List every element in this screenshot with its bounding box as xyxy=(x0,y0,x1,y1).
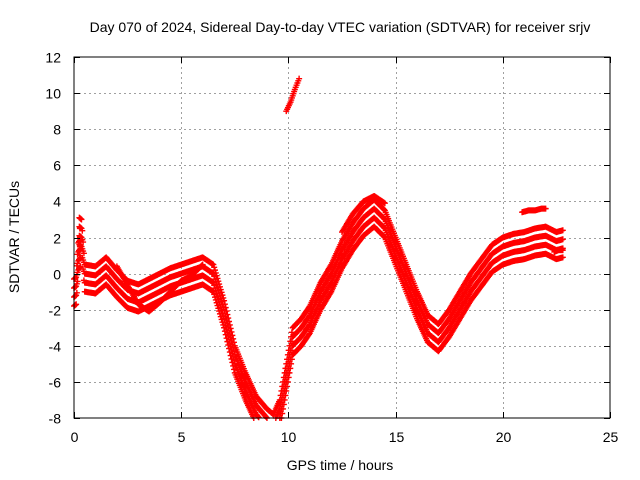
data-point xyxy=(211,264,218,271)
data-point xyxy=(225,342,232,349)
y-axis-label: SDTVAR / TECUs xyxy=(6,181,22,293)
data-point xyxy=(80,277,87,284)
data-point xyxy=(198,262,205,269)
data-point xyxy=(280,401,287,408)
data-point xyxy=(222,331,229,338)
data-point xyxy=(230,366,237,373)
y-tick-label: 2 xyxy=(53,231,61,247)
data-point xyxy=(74,278,81,285)
data-point xyxy=(284,383,291,390)
data-point xyxy=(212,294,219,301)
y-tick-label: 6 xyxy=(53,158,61,174)
data-point xyxy=(542,205,549,212)
data-point xyxy=(211,273,218,280)
y-tick-label: 10 xyxy=(45,86,61,102)
data-point xyxy=(221,324,228,331)
data-point xyxy=(73,289,80,296)
y-tick-label: 12 xyxy=(45,50,61,66)
data-point xyxy=(219,319,226,326)
data-point xyxy=(211,282,218,289)
data-point xyxy=(282,392,289,399)
data-point xyxy=(210,270,217,277)
data-point xyxy=(221,328,228,335)
x-tick-label: 15 xyxy=(389,429,405,445)
data-point xyxy=(78,216,85,223)
data-point xyxy=(220,321,227,328)
data-point xyxy=(263,414,270,421)
y-tick-label: -8 xyxy=(49,411,62,427)
x-tick-label: 5 xyxy=(178,429,186,445)
data-point xyxy=(79,254,86,261)
data-point xyxy=(80,266,87,273)
data-point xyxy=(224,338,231,345)
data-point xyxy=(283,387,290,394)
data-point xyxy=(559,247,566,254)
data-point xyxy=(230,362,237,369)
data-point xyxy=(227,352,234,359)
plot-frame xyxy=(73,56,611,419)
data-point xyxy=(212,296,219,303)
data-point xyxy=(296,75,303,82)
data-point xyxy=(210,261,217,268)
data-point xyxy=(287,365,294,372)
data-point xyxy=(284,378,291,385)
y-tick-label: 0 xyxy=(53,267,61,283)
y-tick-label: 4 xyxy=(53,194,61,210)
y-axis-ticks: -8 -6 -4 -2 0 2 4 6 8 10 12 xyxy=(45,50,610,427)
data-point xyxy=(210,288,217,295)
data-point xyxy=(215,305,222,312)
data-point xyxy=(559,236,566,243)
x-tick-label: 0 xyxy=(71,429,79,445)
y-tick-label: -6 xyxy=(49,375,62,391)
chart-title: Day 070 of 2024, Sidereal Day-to-day VTE… xyxy=(90,19,591,35)
y-tick-label: 8 xyxy=(53,122,61,138)
x-tick-label: 25 xyxy=(603,429,619,445)
data-point xyxy=(78,243,85,250)
data-point xyxy=(286,369,293,376)
data-point xyxy=(210,279,217,286)
x-tick-label: 20 xyxy=(496,429,512,445)
data-point xyxy=(226,349,233,356)
grid-lines xyxy=(74,57,610,418)
data-point xyxy=(559,254,566,261)
data-point xyxy=(279,410,286,417)
data-point xyxy=(213,299,220,306)
x-axis-label: GPS time / hours xyxy=(287,457,394,473)
data-points xyxy=(71,75,566,421)
data-point xyxy=(216,308,223,315)
data-point xyxy=(217,313,224,320)
data-point xyxy=(281,396,288,403)
x-axis-ticks: 0 5 10 15 20 25 xyxy=(71,57,619,445)
data-point xyxy=(78,225,85,232)
data-point xyxy=(199,261,206,268)
data-point xyxy=(223,335,230,342)
data-point xyxy=(285,374,292,381)
data-point xyxy=(229,359,236,366)
y-tick-label: -4 xyxy=(49,339,62,355)
data-point xyxy=(288,356,295,363)
data-point xyxy=(211,291,218,298)
data-point xyxy=(216,310,223,317)
data-point xyxy=(280,405,287,412)
data-point xyxy=(78,234,85,241)
y-tick-label: -2 xyxy=(49,303,62,319)
data-point xyxy=(226,345,233,352)
data-point xyxy=(381,200,388,207)
data-point xyxy=(218,316,225,323)
x-tick-label: 10 xyxy=(281,429,297,445)
data-point xyxy=(288,360,295,367)
data-point xyxy=(76,264,83,271)
data-point xyxy=(228,355,235,362)
data-point xyxy=(214,302,221,309)
data-point xyxy=(559,227,566,234)
